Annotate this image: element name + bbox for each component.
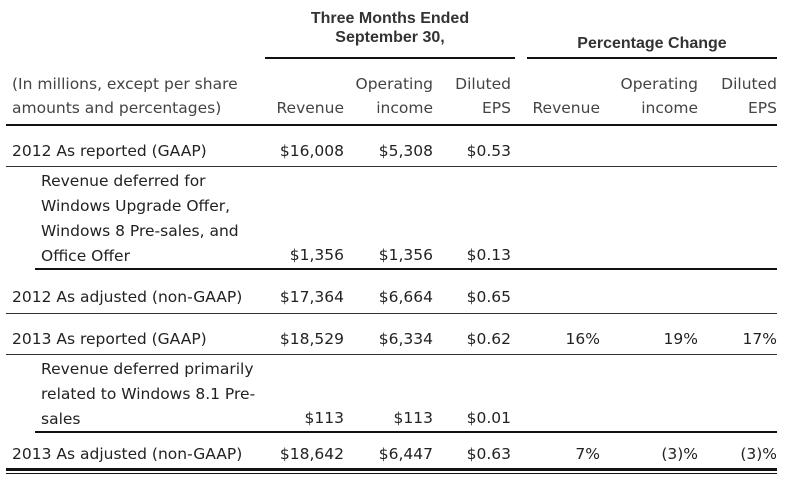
header-three-months-ended: Three Months Ended September 30, [265, 9, 515, 47]
row-rule [35, 268, 777, 270]
table-row-label: Revenue deferred for Windows Upgrade Off… [41, 169, 239, 269]
row-rule [35, 431, 777, 433]
table-cell-revenue: $1,356 [289, 246, 344, 264]
table-cell-operating-income: $113 [393, 409, 433, 427]
row-rule [6, 166, 777, 167]
header-bottom-rule [6, 124, 777, 126]
table-row-label-line: Revenue deferred for [41, 172, 206, 190]
table-cell-pct-revenue: 16% [565, 330, 600, 348]
table-bottom-rule-thick [6, 468, 777, 471]
row-rule [6, 313, 777, 314]
header-three-months-line2: September 30, [335, 29, 445, 46]
column-header-operating-income: Operating income [356, 72, 434, 120]
table-cell-pct-revenue: 7% [575, 445, 600, 463]
header-three-months-underline [265, 57, 515, 59]
table-cell-pct-diluted-eps: 17% [742, 330, 777, 348]
header-percentage-change-underline [527, 57, 777, 59]
column-header-eps-line2: EPS [482, 99, 511, 117]
column-header-pct-eps-line2: EPS [748, 99, 777, 117]
column-header-diluted-eps: Diluted EPS [455, 72, 511, 120]
column-header-label: (In millions, except per share amounts a… [12, 72, 238, 120]
table-cell-revenue: $16,008 [279, 142, 344, 160]
column-header-label-line1: (In millions, except per share [12, 75, 238, 93]
header-percentage-change: Percentage Change [577, 35, 727, 52]
column-header-label-line2: amounts and percentages) [12, 99, 222, 117]
table-row-label-line: Revenue deferred primarily [41, 360, 254, 378]
table-cell-operating-income: $1,356 [378, 246, 433, 264]
column-header-revenue: Revenue [276, 96, 344, 120]
column-header-revenue-text: Revenue [276, 99, 344, 117]
table-cell-pct-diluted-eps: (3)% [740, 445, 777, 463]
table-row-label: 2012 As reported (GAAP) [12, 142, 207, 160]
table-row-label: 2013 As adjusted (non-GAAP) [12, 445, 243, 463]
table-row-label: 2013 As reported (GAAP) [12, 330, 207, 348]
table-row-label-line: Windows 8 Pre-sales, and [41, 222, 239, 240]
column-header-operating-line2: income [376, 99, 433, 117]
table-row-label-line: Windows Upgrade Offer, [41, 197, 231, 215]
table-cell-diluted-eps: $0.53 [466, 142, 511, 160]
table-cell-operating-income: $5,308 [378, 142, 433, 160]
row-rule [6, 354, 777, 355]
table-cell-revenue: $113 [304, 409, 344, 427]
header-three-months-line1: Three Months Ended [310, 10, 470, 27]
table-cell-diluted-eps: $0.63 [466, 445, 511, 463]
table-cell-diluted-eps: $0.01 [466, 409, 511, 427]
table-cell-operating-income: $6,447 [378, 445, 433, 463]
table-cell-diluted-eps: $0.13 [466, 246, 511, 264]
table-cell-revenue: $18,642 [279, 445, 344, 463]
column-header-pct-eps-line1: Diluted [721, 75, 777, 93]
column-header-pct-operating-line1: Operating [620, 75, 699, 93]
column-header-pct-revenue-text: Revenue [532, 99, 600, 117]
table-cell-operating-income: $6,334 [378, 330, 433, 348]
table-cell-pct-operating-income: 19% [663, 330, 698, 348]
table-cell-operating-income: $6,664 [378, 288, 433, 306]
column-header-operating-line1: Operating [355, 75, 434, 93]
table-cell-diluted-eps: $0.65 [466, 288, 511, 306]
column-header-pct-operating-line2: income [641, 99, 698, 117]
table-row-label: 2012 As adjusted (non-GAAP) [12, 288, 243, 306]
table-cell-revenue: $18,529 [279, 330, 344, 348]
table-cell-pct-operating-income: (3)% [661, 445, 698, 463]
column-header-pct-diluted-eps: Diluted EPS [721, 72, 777, 120]
table-cell-diluted-eps: $0.62 [466, 330, 511, 348]
table-row-label-line: sales [41, 410, 81, 428]
table-row-label-line: related to Windows 8.1 Pre- [41, 385, 256, 403]
column-header-pct-operating-income: Operating income [621, 72, 699, 120]
column-header-eps-line1: Diluted [455, 75, 511, 93]
table-bottom-rule-thin [6, 473, 777, 474]
table-cell-revenue: $17,364 [279, 288, 344, 306]
table-row-label-line: Office Offer [41, 247, 130, 265]
column-header-pct-revenue: Revenue [532, 96, 600, 120]
table-row-label: Revenue deferred primarily related to Wi… [41, 357, 255, 432]
